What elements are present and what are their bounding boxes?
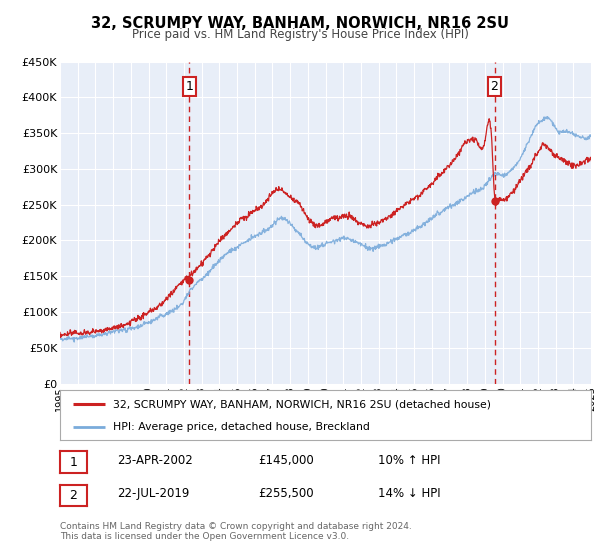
Text: Price paid vs. HM Land Registry's House Price Index (HPI): Price paid vs. HM Land Registry's House … bbox=[131, 28, 469, 41]
Text: 32, SCRUMPY WAY, BANHAM, NORWICH, NR16 2SU: 32, SCRUMPY WAY, BANHAM, NORWICH, NR16 2… bbox=[91, 16, 509, 31]
Text: 32, SCRUMPY WAY, BANHAM, NORWICH, NR16 2SU (detached house): 32, SCRUMPY WAY, BANHAM, NORWICH, NR16 2… bbox=[113, 399, 491, 409]
Text: 22-JUL-2019: 22-JUL-2019 bbox=[117, 487, 190, 501]
Text: 2: 2 bbox=[491, 80, 499, 93]
Text: 23-APR-2002: 23-APR-2002 bbox=[117, 454, 193, 467]
Text: 14% ↓ HPI: 14% ↓ HPI bbox=[378, 487, 440, 501]
Text: HPI: Average price, detached house, Breckland: HPI: Average price, detached house, Brec… bbox=[113, 422, 370, 432]
Text: Contains HM Land Registry data © Crown copyright and database right 2024.
This d: Contains HM Land Registry data © Crown c… bbox=[60, 522, 412, 542]
Text: £145,000: £145,000 bbox=[258, 454, 314, 467]
Text: 10% ↑ HPI: 10% ↑ HPI bbox=[378, 454, 440, 467]
Text: 1: 1 bbox=[70, 455, 77, 469]
Text: 1: 1 bbox=[185, 80, 193, 93]
Text: 2: 2 bbox=[70, 489, 77, 502]
Text: £255,500: £255,500 bbox=[258, 487, 314, 501]
